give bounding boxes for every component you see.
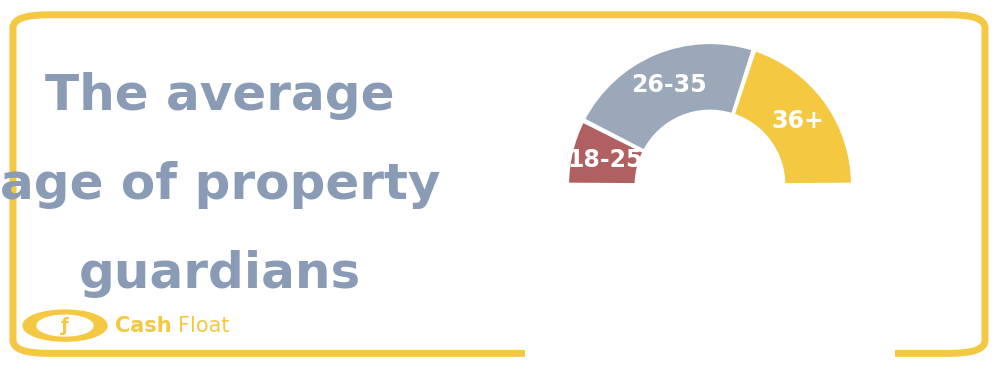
Text: age of property: age of property xyxy=(0,161,440,209)
Text: guardians: guardians xyxy=(79,250,361,298)
Wedge shape xyxy=(568,121,644,185)
Wedge shape xyxy=(733,50,852,185)
Text: 36+: 36+ xyxy=(771,110,824,134)
Text: The average: The average xyxy=(45,72,395,120)
FancyBboxPatch shape xyxy=(13,15,985,353)
Text: Cash: Cash xyxy=(115,316,172,336)
Circle shape xyxy=(23,310,107,341)
Text: 18-25: 18-25 xyxy=(567,148,643,172)
Wedge shape xyxy=(584,43,753,151)
Circle shape xyxy=(636,111,784,259)
Text: Float: Float xyxy=(178,316,230,336)
Bar xyxy=(518,185,902,370)
Text: 26-35: 26-35 xyxy=(631,73,706,97)
Circle shape xyxy=(37,315,93,336)
Text: ƒ: ƒ xyxy=(61,317,69,334)
